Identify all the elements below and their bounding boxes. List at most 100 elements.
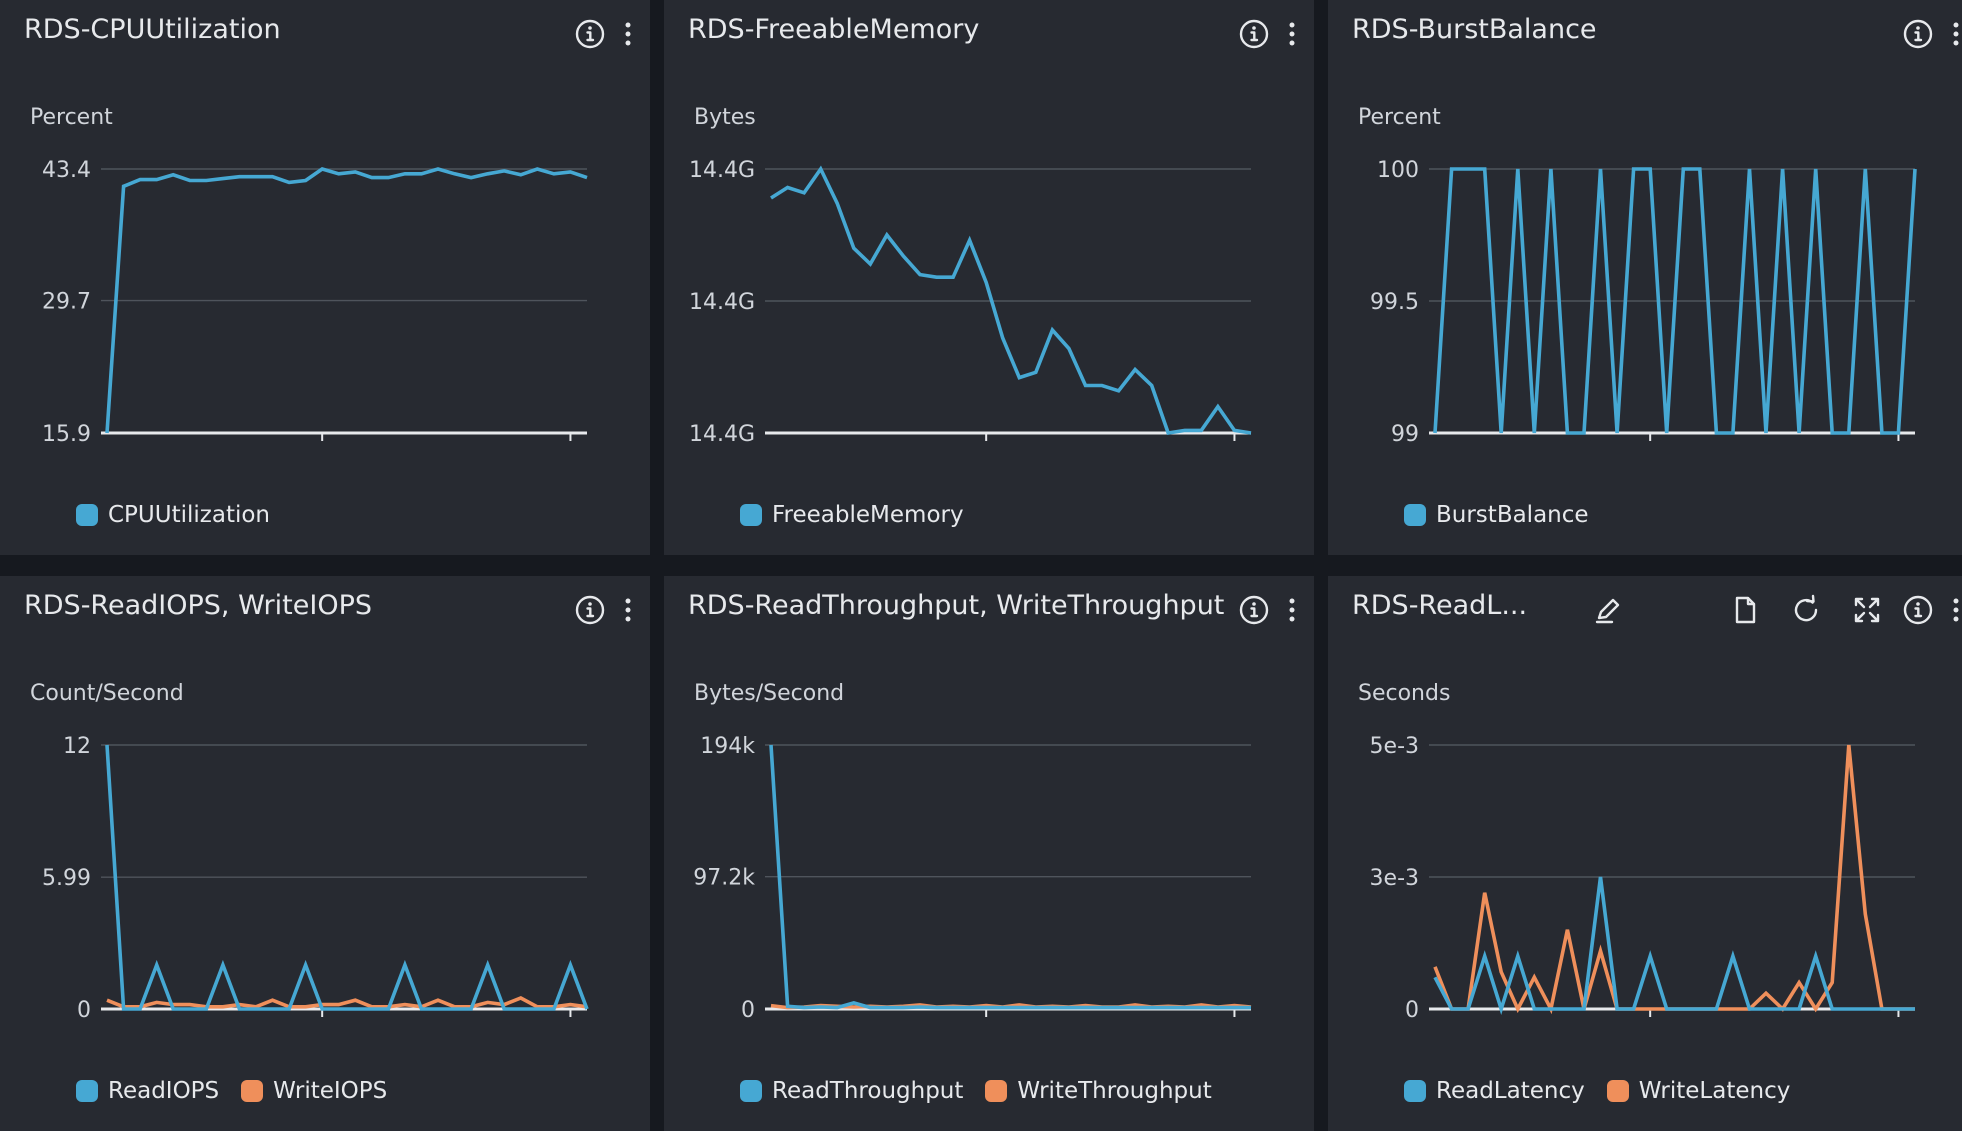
document-button[interactable] [1725, 590, 1765, 630]
series-line-readlatency [1433, 876, 1915, 1016]
widget-title: RDS-CPUUtilization [24, 14, 281, 45]
chart-legend: ReadThroughput WriteThroughput [740, 1074, 1212, 1108]
series-line-freeablememory [770, 165, 1252, 436]
chart-legend: FreeableMemory [740, 498, 964, 532]
widget-read-write-throughput: RDS-ReadThroughput, WriteThroughput Bytes… [664, 576, 1314, 1131]
info-icon [1903, 595, 1933, 625]
more-vertical-icon [1289, 22, 1295, 46]
chart-legend: ReadIOPS WriteIOPS [76, 1074, 387, 1108]
info-button[interactable] [570, 590, 610, 630]
legend-label: ReadThroughput [772, 1078, 964, 1104]
y-tick-label: 14.4G [689, 290, 755, 315]
legend-swatch [985, 1080, 1008, 1102]
legend-item[interactable]: WriteThroughput [985, 1078, 1212, 1104]
legend-swatch [76, 1080, 98, 1102]
more-vertical-button[interactable] [608, 590, 648, 630]
widget-title: RDS-ReadThroughput, WriteThroughput [688, 590, 1225, 621]
edit-pencil-button[interactable] [1588, 590, 1628, 630]
y-tick-label: 100 [1377, 158, 1419, 183]
refresh-button[interactable] [1786, 590, 1826, 630]
widget-cpu-utilization: RDS-CPUUtilization Percent43.429.715.913:… [0, 0, 650, 555]
legend-label: CPUUtilization [108, 502, 271, 528]
info-button[interactable] [1234, 590, 1274, 630]
more-vertical-button[interactable] [1936, 590, 1962, 630]
legend-swatch [1404, 1080, 1426, 1102]
more-vertical-button[interactable] [608, 14, 648, 54]
legend-swatch [1606, 1080, 1629, 1102]
legend-item[interactable]: WriteLatency [1606, 1078, 1791, 1104]
y-axis-label: Bytes [694, 105, 756, 130]
legend-label: ReadLatency [1436, 1078, 1585, 1104]
legend-label: FreeableMemory [772, 502, 964, 528]
info-icon [1239, 19, 1269, 49]
y-axis-label: Count/Second [30, 681, 184, 706]
widget-title: RDS-ReadL... [1352, 590, 1528, 621]
legend-label: ReadIOPS [108, 1078, 220, 1104]
more-vertical-icon [1953, 22, 1959, 46]
series-line-readthroughput [769, 744, 1251, 1010]
info-icon [575, 19, 605, 49]
y-tick-label: 97.2k [693, 866, 755, 891]
widget-read-write-latency: RDS-ReadL...Seconds5e-33e-3013:3013:45Re… [1328, 576, 1962, 1131]
widget-title: RDS-FreeableMemory [688, 14, 980, 45]
widget-burst-balance: RDS-BurstBalancePercent10099.59913:3013:… [1328, 0, 1962, 555]
chart-legend: CPUUtilization [76, 498, 270, 532]
y-tick-label: 12 [63, 734, 91, 759]
legend-swatch [740, 1080, 762, 1102]
legend-item[interactable]: ReadThroughput [740, 1078, 963, 1104]
y-tick-label: 194k [700, 734, 755, 759]
legend-label: BurstBalance [1436, 502, 1589, 528]
y-tick-label: 0 [741, 998, 755, 1023]
more-vertical-button[interactable] [1272, 14, 1312, 54]
legend-swatch [241, 1080, 264, 1102]
document-icon [1735, 596, 1756, 624]
y-tick-label: 0 [77, 998, 91, 1023]
legend-swatch [1404, 504, 1426, 526]
legend-label: WriteLatency [1638, 1078, 1791, 1104]
info-button[interactable] [1234, 14, 1274, 54]
legend-item[interactable]: FreeableMemory [740, 502, 964, 528]
expand-icon [1854, 597, 1880, 623]
legend-item[interactable]: WriteIOPS [241, 1078, 387, 1104]
legend-item[interactable]: ReadLatency [1404, 1078, 1585, 1104]
y-tick-label: 5e-3 [1370, 734, 1419, 759]
chart-legend: BurstBalance [1404, 498, 1589, 532]
expand-button[interactable] [1847, 590, 1887, 630]
series-line-writeiops [106, 996, 588, 1009]
y-axis-label: Bytes/Second [694, 681, 844, 706]
more-vertical-icon [1953, 598, 1959, 622]
legend-label: WriteThroughput [1017, 1078, 1212, 1104]
widget-freeable-memory: RDS-FreeableMemoryBytes14.4G14.4G14.4G13… [664, 0, 1314, 555]
y-axis-label: Seconds [1358, 681, 1450, 706]
y-tick-label: 99 [1391, 422, 1419, 447]
widget-title: RDS-ReadIOPS, WriteIOPS [24, 590, 372, 621]
info-icon [575, 595, 605, 625]
more-vertical-icon [1289, 598, 1295, 622]
info-icon [1239, 595, 1269, 625]
y-tick-label: 15.9 [42, 422, 91, 447]
more-vertical-button[interactable] [1272, 590, 1312, 630]
info-button[interactable] [570, 14, 610, 54]
y-axis-label: Percent [30, 105, 113, 130]
legend-swatch [76, 504, 98, 526]
legend-item[interactable]: BurstBalance [1404, 502, 1589, 528]
more-vertical-button[interactable] [1936, 14, 1962, 54]
legend-item[interactable]: ReadIOPS [76, 1078, 219, 1104]
widget-read-write-iops: RDS-ReadIOPS, WriteIOPS Count/Second 12 5.9… [0, 576, 650, 1131]
legend-item[interactable]: CPUUtilization [76, 502, 270, 528]
info-button[interactable] [1898, 14, 1938, 54]
refresh-icon [1794, 594, 1818, 622]
info-button[interactable] [1898, 590, 1938, 630]
